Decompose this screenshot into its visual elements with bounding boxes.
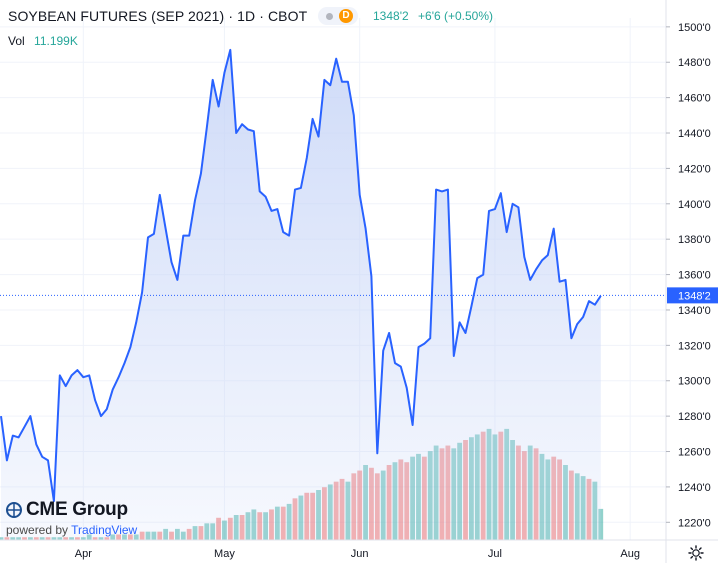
y-tick-label: 1300'0	[678, 376, 711, 388]
y-tick-label: 1360'0	[678, 270, 711, 282]
cme-brand-text: CME Group	[26, 499, 128, 520]
volume-value: 11.199K	[34, 34, 78, 48]
cme-logo[interactable]: CME Group powered by TradingView	[6, 499, 137, 537]
header-separator: ·	[228, 8, 238, 24]
x-tick-label: Jul	[488, 548, 502, 560]
exchange-label: CBOT	[267, 8, 308, 24]
market-status-badge[interactable]: D	[318, 7, 358, 25]
cme-globe-icon	[6, 502, 22, 518]
gear-icon[interactable]	[688, 545, 704, 561]
price-readout: 1348'2 +6'6 (+0.50%)	[373, 9, 499, 23]
price-change: +6'6 (+0.50%)	[418, 9, 494, 23]
cme-brand: CME Group	[6, 499, 137, 521]
y-tick-label: 1440'0	[678, 128, 711, 140]
y-tick-label: 1340'0	[678, 305, 711, 317]
volume-legend[interactable]: Vol 11.199K	[8, 34, 78, 48]
y-tick-label: 1260'0	[678, 447, 711, 459]
header-separator: ·	[259, 8, 268, 24]
y-tick-label: 1320'0	[678, 340, 711, 352]
x-tick-label: Aug	[620, 548, 640, 560]
y-tick-label: 1240'0	[678, 482, 711, 494]
chart-header: SOYBEAN FUTURES (SEP 2021) · 1D · CBOT	[8, 8, 307, 24]
y-tick-label: 1460'0	[678, 93, 711, 105]
x-tick-label: Apr	[75, 548, 92, 560]
tradingview-text: TradingView	[71, 523, 138, 537]
y-tick-label: 1280'0	[678, 411, 711, 423]
interval-label[interactable]: 1D	[237, 8, 256, 24]
powered-by-text: powered by	[6, 523, 69, 537]
y-tick-label: 1380'0	[678, 234, 711, 246]
x-tick-label: Jun	[351, 548, 369, 560]
last-price-box	[667, 287, 718, 304]
price-line	[0, 48, 602, 503]
status-dot-icon	[326, 13, 333, 20]
y-tick-label: 1220'0	[678, 517, 711, 529]
volume-label: Vol	[8, 34, 25, 48]
y-tick-label: 1480'0	[678, 57, 711, 69]
powered-by: powered by TradingView	[6, 523, 137, 537]
y-tick-label: 1420'0	[678, 163, 711, 175]
delayed-data-icon: D	[339, 9, 353, 23]
last-price: 1348'2	[373, 9, 409, 23]
last-price-label: 1348'2	[678, 290, 711, 302]
x-tick-label: May	[214, 548, 235, 560]
y-tick-label: 1400'0	[678, 199, 711, 211]
symbol-title[interactable]: SOYBEAN FUTURES (SEP 2021)	[8, 8, 225, 24]
y-tick-label: 1500'0	[678, 22, 711, 34]
